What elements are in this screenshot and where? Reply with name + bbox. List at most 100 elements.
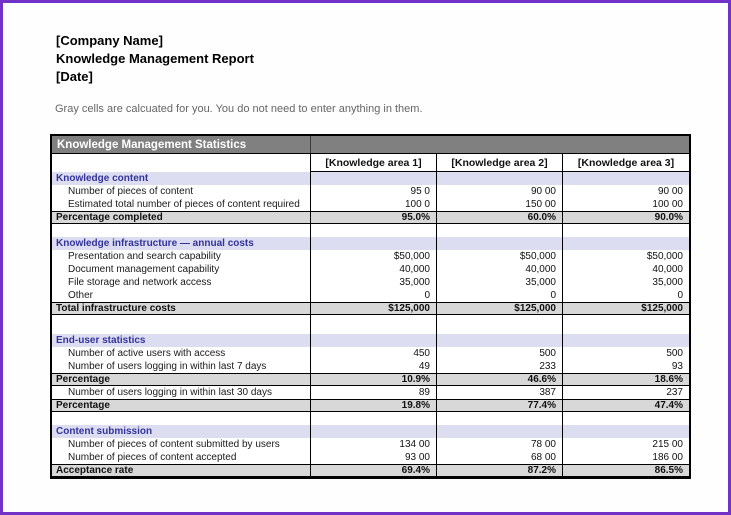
- section-row: Knowledge infrastructure — annual costs: [52, 237, 689, 250]
- value-cell[interactable]: 78 00: [436, 438, 562, 451]
- value-cell[interactable]: 0: [310, 289, 436, 302]
- item-row: Number of users logging in within last 3…: [52, 386, 689, 399]
- value-cell[interactable]: 35,000: [562, 276, 689, 289]
- row-label: Number of active users with access: [68, 348, 226, 359]
- calculated-cell: 77.4%: [436, 400, 562, 411]
- row-label: Knowledge content: [56, 173, 149, 184]
- value-cell[interactable]: 93 00: [310, 451, 436, 464]
- value-cell[interactable]: 0: [562, 289, 689, 302]
- row-label: Number of users logging in within last 3…: [68, 387, 272, 398]
- value-cell[interactable]: 35,000: [310, 276, 436, 289]
- row-label: Percentage completed: [56, 212, 163, 223]
- calculated-cell: 46.6%: [436, 374, 562, 385]
- calculated-cell: $125,000: [310, 303, 436, 314]
- row-label: Percentage: [56, 400, 110, 411]
- value-cell: [310, 315, 436, 334]
- item-row: Other 0 0 0: [52, 289, 689, 302]
- value-cell: [436, 334, 562, 347]
- calc-row: Percentage 10.9% 46.6% 18.6%: [52, 373, 689, 386]
- value-cell[interactable]: 186 00: [562, 451, 689, 464]
- value-cell[interactable]: 150 00: [436, 198, 562, 211]
- value-cell[interactable]: 0: [436, 289, 562, 302]
- value-cell: [310, 172, 436, 185]
- row-label: Number of pieces of content: [68, 186, 194, 197]
- value-cell: [562, 425, 689, 438]
- row-label: Number of pieces of content submitted by…: [68, 439, 280, 450]
- value-cell[interactable]: 49: [310, 360, 436, 373]
- calculated-cell: 95.0%: [310, 212, 436, 223]
- column-header-area1: [Knowledge area 1]: [310, 154, 436, 172]
- calculated-cell: 47.4%: [562, 400, 689, 411]
- calculated-cell: 87.2%: [436, 465, 562, 476]
- section-row: Knowledge content: [52, 172, 689, 185]
- value-cell[interactable]: 387: [436, 386, 562, 399]
- value-cell[interactable]: 40,000: [562, 263, 689, 276]
- row-label: [52, 412, 310, 425]
- value-cell[interactable]: $50,000: [562, 250, 689, 263]
- value-cell: [562, 224, 689, 237]
- value-cell[interactable]: 237: [562, 386, 689, 399]
- value-cell[interactable]: 35,000: [436, 276, 562, 289]
- calc-row: Total infrastructure costs $125,000 $125,0…: [52, 302, 689, 315]
- calculated-cell: 69.4%: [310, 465, 436, 476]
- value-cell[interactable]: 100 0: [310, 198, 436, 211]
- value-cell[interactable]: 450: [310, 347, 436, 360]
- value-cell[interactable]: 40,000: [436, 263, 562, 276]
- value-cell[interactable]: 95 0: [310, 185, 436, 198]
- spacer-row: [52, 224, 689, 237]
- value-cell[interactable]: 40,000: [310, 263, 436, 276]
- column-header-area2: [Knowledge area 2]: [436, 154, 562, 172]
- value-cell[interactable]: 233: [436, 360, 562, 373]
- row-label: Knowledge infrastructure — annual costs: [56, 238, 254, 249]
- value-cell[interactable]: 500: [436, 347, 562, 360]
- company-name: [Company Name]: [56, 33, 163, 48]
- spacer-row: [52, 315, 689, 334]
- row-label: Estimated total number of pieces of cont…: [68, 199, 300, 210]
- document-header: [Company Name] Knowledge Management Repo…: [56, 32, 254, 86]
- value-cell[interactable]: 89: [310, 386, 436, 399]
- calculated-cell: 90.0%: [562, 212, 689, 223]
- calculated-cell: 10.9%: [310, 374, 436, 385]
- value-cell[interactable]: $50,000: [310, 250, 436, 263]
- row-label: Number of pieces of content accepted: [68, 452, 237, 463]
- value-cell[interactable]: 90 00: [436, 185, 562, 198]
- row-label: Acceptance rate: [56, 465, 134, 476]
- calc-row: Percentage completed 95.0% 60.0% 90.0%: [52, 211, 689, 224]
- value-cell[interactable]: 500: [562, 347, 689, 360]
- row-label: Percentage: [56, 374, 110, 385]
- value-cell: [562, 315, 689, 334]
- value-cell: [310, 237, 436, 250]
- calc-row: Acceptance rate 69.4% 87.2% 86.5%: [52, 464, 689, 477]
- value-cell: [310, 425, 436, 438]
- report-date: [Date]: [56, 69, 93, 84]
- value-cell[interactable]: 93: [562, 360, 689, 373]
- section-row: Content submission: [52, 425, 689, 438]
- calculated-cell: 86.5%: [562, 465, 689, 476]
- item-row: Number of pieces of content submitted by…: [52, 438, 689, 451]
- value-cell[interactable]: 90 00: [562, 185, 689, 198]
- calculated-cell: 60.0%: [436, 212, 562, 223]
- value-cell[interactable]: 215 00: [562, 438, 689, 451]
- item-row: Number of pieces of content 95 0 90 00 90 0…: [52, 185, 689, 198]
- column-header-area3: [Knowledge area 3]: [562, 154, 689, 172]
- item-row: File storage and network access 35,000 35,…: [52, 276, 689, 289]
- value-cell: [436, 172, 562, 185]
- value-cell[interactable]: 134 00: [310, 438, 436, 451]
- item-row: Number of active users with access 450 500…: [52, 347, 689, 360]
- calculated-cell: 18.6%: [562, 374, 689, 385]
- report-title: Knowledge Management Report: [56, 51, 254, 66]
- calculated-cell: $125,000: [436, 303, 562, 314]
- value-cell[interactable]: $50,000: [436, 250, 562, 263]
- item-row: Number of pieces of content accepted 93 0…: [52, 451, 689, 464]
- value-cell: [310, 334, 436, 347]
- value-cell: [436, 315, 562, 334]
- instruction-note: Gray cells are calcuated for you. You do…: [55, 103, 423, 115]
- value-cell: [562, 334, 689, 347]
- value-cell[interactable]: 100 00: [562, 198, 689, 211]
- section-row: End-user statistics: [52, 334, 689, 347]
- calculated-cell: 19.8%: [310, 400, 436, 411]
- value-cell[interactable]: 68 00: [436, 451, 562, 464]
- row-label: Document management capability: [68, 264, 220, 275]
- row-label: [52, 315, 310, 334]
